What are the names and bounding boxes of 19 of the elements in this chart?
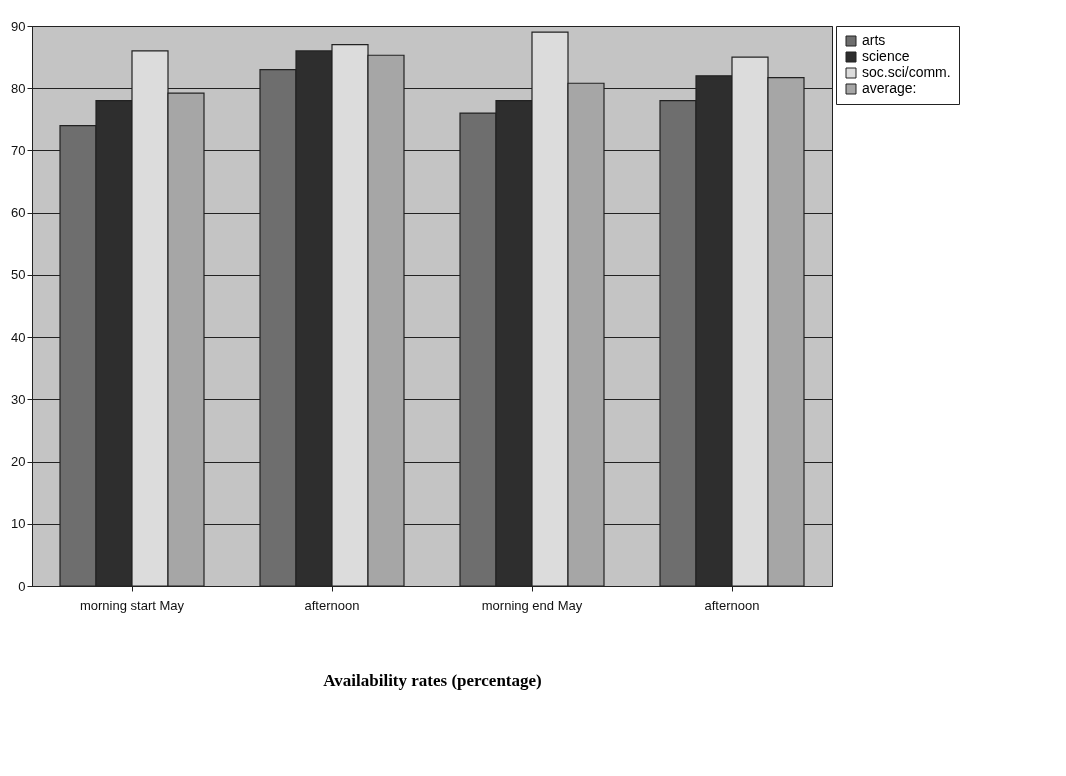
x-tick-label: afternoon [704, 597, 760, 613]
legend-label: average: [862, 80, 917, 96]
y-tick-label: 20 [11, 454, 26, 470]
y-tick-label: 10 [11, 516, 26, 532]
y-tick-label: 60 [11, 205, 26, 221]
y-tick-label: 0 [18, 578, 26, 594]
legend-label: science [862, 48, 910, 64]
x-tick-label: morning start May [79, 597, 185, 613]
legend-label: soc.sci/comm. [862, 64, 951, 80]
x-axis-title: Availability rates (percentage) [323, 670, 542, 690]
x-tick-label: morning end May [481, 597, 583, 613]
y-tick-label: 80 [11, 80, 26, 96]
y-tick-label: 50 [11, 267, 26, 283]
y-tick-label: 40 [11, 329, 26, 345]
x-tick-label: afternoon [304, 597, 360, 613]
y-tick-label: 70 [11, 142, 26, 158]
legend-label: arts [862, 32, 886, 48]
y-tick-label: 90 [11, 18, 26, 34]
y-tick-label: 30 [11, 391, 26, 407]
